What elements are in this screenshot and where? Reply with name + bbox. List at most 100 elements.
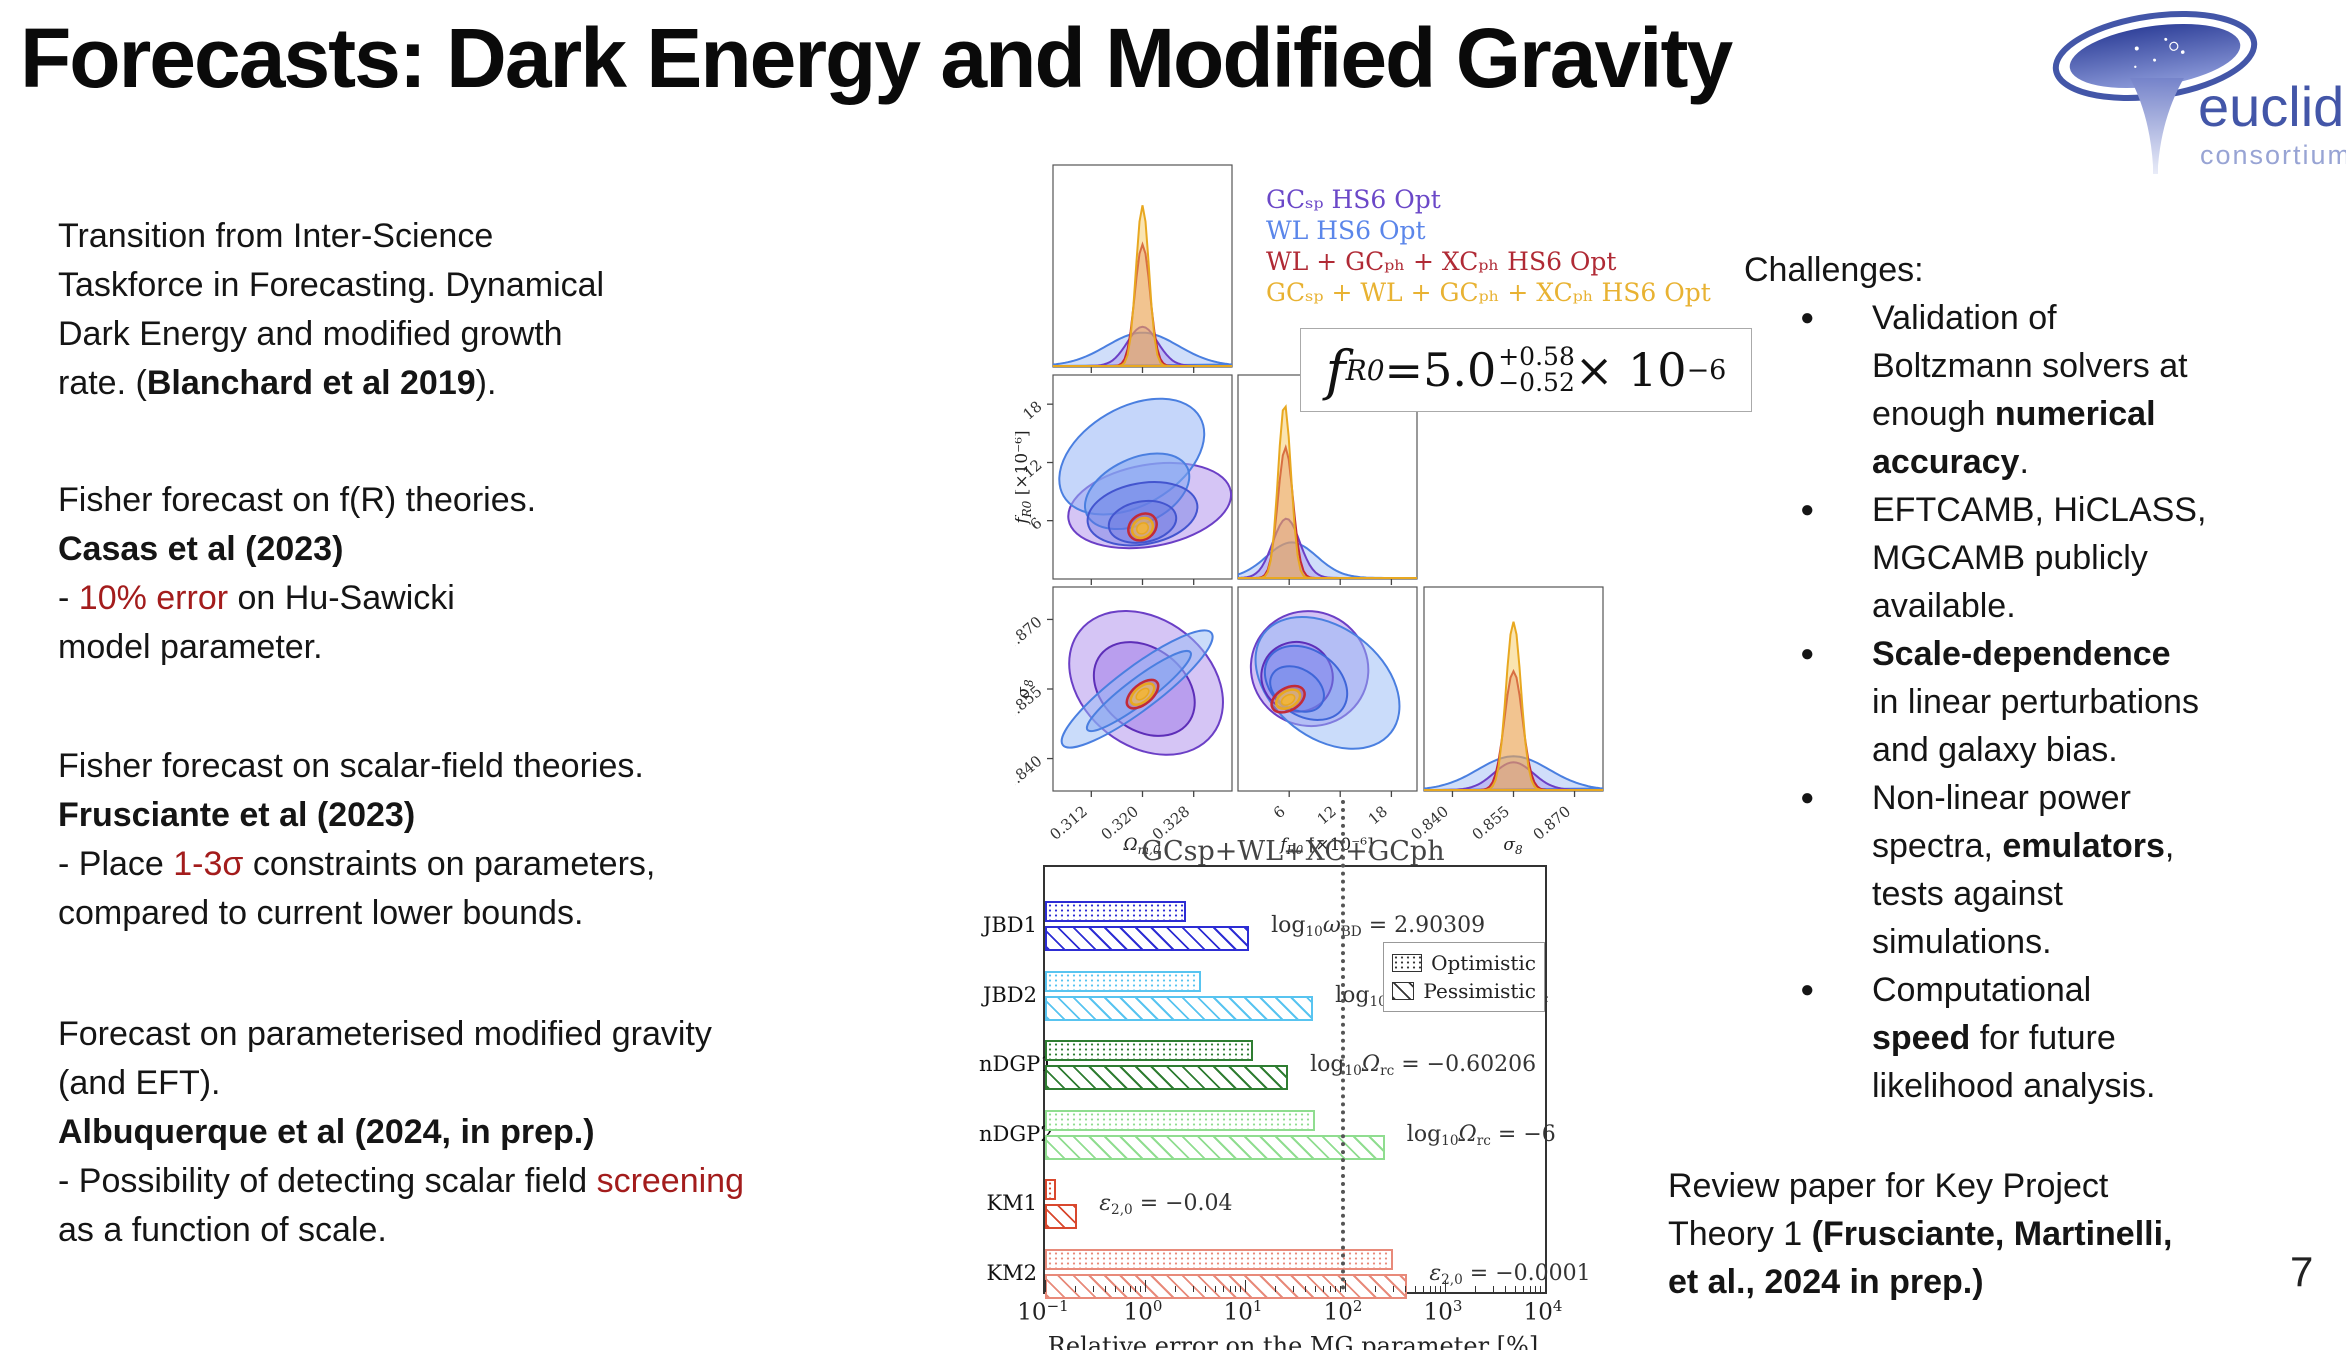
fiducial-annotation-KM2: ε2,0 = −0.0001 <box>1429 1260 1591 1288</box>
text-line: compared to current lower bounds. <box>58 894 584 932</box>
legend-entry-wl: WL HS6 Opt <box>1266 216 1426 245</box>
text-line: - 10% error on Hu-Sawicki <box>58 579 455 617</box>
posterior-curve <box>1238 404 1417 579</box>
corner-panel-content-p20 <box>1060 610 1224 756</box>
reference-line-100pct <box>1341 800 1345 1290</box>
minor-tick <box>1440 1286 1442 1292</box>
minor-tick <box>1114 1286 1116 1292</box>
text-line: Fisher forecast on scalar-field theories… <box>58 747 644 785</box>
x-tick-label: 103 <box>1423 1297 1463 1326</box>
confidence-ellipse <box>1135 687 1150 701</box>
bar-row-label-JBD1: JBD1 <box>982 913 1037 937</box>
major-tick <box>1045 1280 1046 1292</box>
minor-tick <box>1222 1286 1224 1292</box>
paragraph-taskforce: Transition from Inter-Science Taskforce … <box>58 212 988 408</box>
funnel-icon <box>2130 78 2184 174</box>
text-line: Fisher forecast on f(R) theories. <box>58 481 537 519</box>
minor-tick <box>1129 1286 1131 1292</box>
optimistic-bar-JBD1 <box>1045 901 1186 922</box>
pessimistic-bar-JBD2 <box>1045 995 1313 1021</box>
challenge-item-validation: ● Validation of Boltzmann solvers at eno… <box>1744 294 2344 486</box>
text-line: as a function of scale. <box>58 1211 387 1249</box>
x-tick-label: 100 <box>1123 1297 1163 1326</box>
corner-plot-legend: GCₛₚ HS6 Opt WL HS6 Opt WL + GCₚₕ + XCₚₕ… <box>1266 184 1711 308</box>
major-tick <box>1445 1280 1446 1292</box>
major-tick <box>1545 1280 1546 1292</box>
pessimistic-hatch-swatch <box>1392 982 1415 1000</box>
minor-tick <box>1192 1286 1194 1292</box>
minor-tick <box>1414 1286 1416 1292</box>
minor-tick <box>1092 1286 1094 1292</box>
major-tick <box>1145 1280 1146 1292</box>
axis-title: fR0 [×10⁻⁶] <box>1015 430 1034 525</box>
minor-tick <box>1292 1286 1294 1292</box>
minor-tick <box>1229 1286 1231 1292</box>
bar-chart-plot-area: Optimistic Pessimistic JBD1 log10ωBD = 2.… <box>979 865 1591 1299</box>
minor-tick <box>1422 1286 1424 1292</box>
text-line: Taskforce in Forecasting. Dynamical <box>58 266 605 304</box>
minor-tick <box>1522 1286 1524 1292</box>
minor-tick <box>1322 1286 1324 1292</box>
pessimistic-bar-KM2 <box>1045 1273 1407 1299</box>
challenge-item-solvers: ● EFTCAMB, HiCLASS, MGCAMB publicly avai… <box>1744 486 2344 630</box>
optimistic-bar-nDGP2 <box>1045 1109 1315 1131</box>
confidence-ellipse <box>1254 615 1401 750</box>
minor-tick <box>1514 1286 1516 1292</box>
fiducial-annotation-KM1: ε2,0 = −0.04 <box>1099 1191 1233 1219</box>
bar-row-label-JBD2: JBD2 <box>982 982 1037 1007</box>
paragraph-scalar-field: Fisher forecast on scalar-field theories… <box>58 742 988 938</box>
posterior-curve <box>1424 755 1603 791</box>
minor-tick <box>1492 1286 1494 1292</box>
minor-tick <box>1540 1286 1542 1292</box>
bullet-icon: ● <box>1800 976 1815 1003</box>
x-tick-label: 102 <box>1323 1297 1363 1326</box>
corner-panel-content-p22 <box>1424 621 1603 791</box>
paragraph-parameterised-mg: Forecast on parameterised modified gravi… <box>58 1010 988 1255</box>
text-line: Dark Energy and modified growth <box>58 315 563 353</box>
bar-chart-legend: Optimistic Pessimistic <box>1383 942 1545 1012</box>
bar-chart-xlabel: Relative error on the MG parameter [%] <box>1047 1332 1539 1350</box>
corner-panel-content-p00 <box>1053 205 1232 367</box>
legend-entry-pessimistic: Pessimistic <box>1392 977 1536 1005</box>
minor-tick <box>1305 1286 1307 1292</box>
x-tick-label: 101 <box>1223 1297 1263 1326</box>
minor-tick <box>1235 1286 1237 1292</box>
x-tick-label: 10−1 <box>1017 1297 1069 1326</box>
challenges-heading: Challenges: <box>1744 251 1924 289</box>
logo-text: euclid <box>2198 75 2344 138</box>
minor-tick <box>1505 1286 1507 1292</box>
page-title: Forecasts: Dark Energy and Modified Grav… <box>20 11 1733 105</box>
axis-title: Ωm,0 <box>1123 835 1161 857</box>
review-paper-note: Review paper for Key Project Theory 1 (F… <box>1668 1167 2173 1301</box>
text-line: model parameter. <box>58 628 323 666</box>
bar-row-label-nDGP2: nDGP2 <box>979 1121 1054 1146</box>
minor-tick <box>1105 1286 1107 1292</box>
posterior-curve <box>1424 621 1603 791</box>
minor-tick <box>1392 1286 1394 1292</box>
mg-error-bar-chart: GCsp+WL+XC+GCph Optimistic Pessimistic J… <box>979 800 1675 1350</box>
optimistic-bar-JBD2 <box>1045 970 1201 992</box>
corner-panel-content-p21 <box>1249 610 1401 750</box>
challenge-item-speed: ● Computational speed for future likelih… <box>1744 966 2344 1110</box>
text-line: Albuquerque et al (2024, in prep.) <box>58 1113 595 1151</box>
major-tick <box>1245 1280 1246 1292</box>
optimistic-bar-nDGP1 <box>1045 1040 1253 1061</box>
challenges-list: Challenges: ● Validation of Boltzmann so… <box>1744 246 2344 1110</box>
text-line: (and EFT). <box>58 1064 221 1102</box>
posterior-curve <box>1053 205 1232 367</box>
legend-entry-optimistic: Optimistic <box>1392 949 1536 977</box>
bar-row-label-nDGP1: nDGP1 <box>979 1052 1054 1076</box>
minor-tick <box>1329 1286 1331 1292</box>
bullet-icon: ● <box>1800 640 1815 667</box>
minor-tick <box>1535 1286 1537 1292</box>
bar-row-label-KM1: KM1 <box>986 1191 1037 1215</box>
fiducial-annotation-nDGP1: log10Ωrc = −0.60206 <box>1310 1052 1537 1080</box>
tick-label: 0.870 <box>1015 613 1046 654</box>
minor-tick <box>1314 1286 1316 1292</box>
bar-row-label-KM2: KM2 <box>986 1260 1037 1285</box>
text-line: Transition from Inter-Science <box>58 217 494 255</box>
bullet-icon: ● <box>1800 304 1815 331</box>
legend-entry-wl-gcph-xcph: WL + GCₚₕ + XCₚₕ HS6 Opt <box>1266 247 1617 276</box>
